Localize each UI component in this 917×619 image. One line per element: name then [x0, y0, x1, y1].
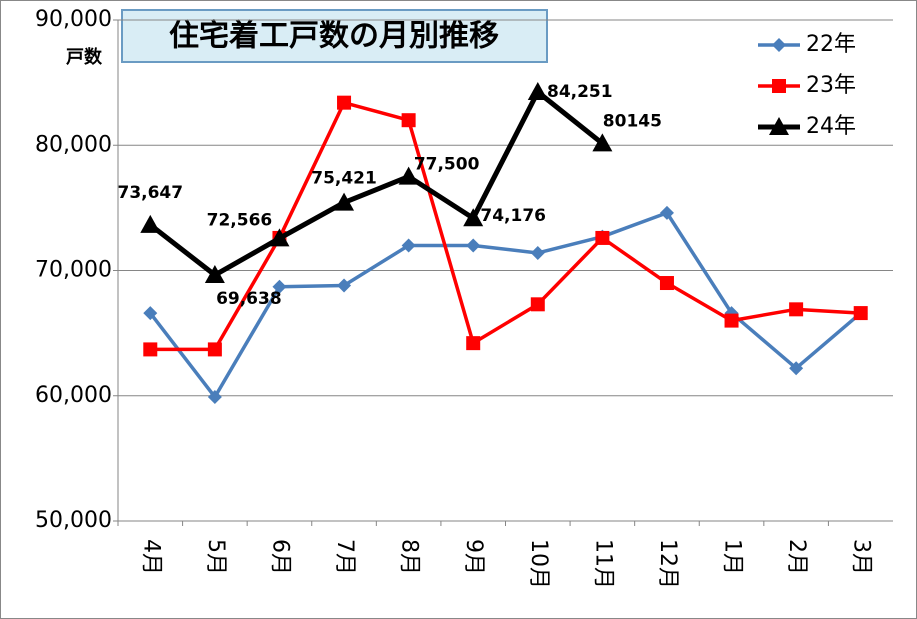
x-tick-label: 9月 [461, 539, 486, 575]
data-point [337, 95, 352, 110]
data-point [337, 278, 352, 293]
x-tick-label: 4月 [138, 539, 163, 575]
data-point [204, 265, 225, 284]
data-point [527, 82, 548, 101]
data-point [398, 166, 419, 185]
x-tick-label: 5月 [203, 539, 228, 575]
data-label: 77,500 [414, 155, 480, 175]
x-tick-label: 1月 [720, 539, 745, 575]
data-label: 75,421 [311, 169, 377, 189]
data-point [143, 342, 158, 357]
x-tick-label: 2月 [784, 539, 809, 575]
data-point [466, 336, 481, 351]
data-point [789, 361, 804, 376]
data-point [463, 208, 484, 227]
data-point [466, 238, 481, 253]
data-point [401, 113, 416, 128]
title-box [121, 9, 548, 63]
data-point [853, 306, 868, 321]
x-tick-label: 6月 [267, 539, 292, 575]
legend-label: 23年 [806, 73, 856, 98]
data-point [140, 214, 161, 233]
data-point [530, 297, 545, 312]
data-label: 80145 [603, 111, 662, 131]
data-point [143, 306, 158, 321]
data-point [207, 390, 222, 405]
x-tick-label: 12月 [655, 539, 680, 589]
data-point [659, 205, 674, 220]
x-tick-label: 10月 [526, 539, 551, 589]
chart-title: 住宅着工戸数の月別推移 [169, 19, 499, 54]
legend-marker [769, 117, 789, 135]
data-point [595, 230, 610, 245]
legend-label: 22年 [806, 32, 856, 57]
x-tick-label: 7月 [332, 539, 357, 575]
y-axis-label: 戸数 [66, 46, 103, 68]
data-point [207, 342, 222, 357]
data-point [724, 313, 739, 328]
data-point [272, 279, 287, 294]
data-point [334, 192, 355, 211]
data-label: 84,251 [547, 82, 613, 102]
y-tick-label: 50,000 [35, 508, 112, 533]
data-label: 72,566 [207, 210, 273, 230]
data-point [401, 238, 416, 253]
data-label: 74,176 [480, 206, 546, 226]
data-point [659, 276, 674, 291]
data-point [269, 228, 290, 247]
series-line [150, 100, 861, 352]
legend-marker [772, 79, 786, 93]
data-point [592, 133, 613, 152]
y-tick-label: 60,000 [35, 383, 112, 408]
data-point [789, 302, 804, 317]
x-tick-label: 11月 [590, 539, 615, 589]
y-tick-label: 80,000 [35, 132, 112, 157]
legend-label: 24年 [806, 114, 856, 139]
y-tick-label: 90,000 [35, 7, 112, 32]
legend-marker [772, 38, 786, 52]
series-line [148, 89, 604, 278]
data-label: 73,647 [117, 183, 183, 203]
series-line [148, 211, 862, 399]
x-tick-label: 3月 [849, 539, 874, 575]
y-tick-label: 70,000 [35, 258, 112, 283]
data-label: 69,638 [216, 289, 282, 309]
data-point [530, 245, 545, 260]
x-tick-label: 8月 [397, 539, 422, 575]
